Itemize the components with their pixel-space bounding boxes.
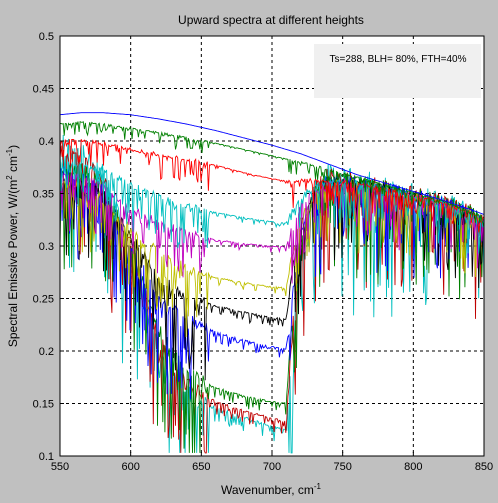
y-tick-label: 0.15 xyxy=(33,399,54,411)
y-axis-label-main: Spectral Emissive Power, W/(m xyxy=(6,180,20,347)
annotation-box xyxy=(314,44,481,98)
x-axis-label-sup: -1 xyxy=(314,482,322,491)
x-axis-label-text: Wavenumber, cm xyxy=(221,483,314,497)
y-axis-label: Spectral Emissive Power, W/(m2 cm-1) xyxy=(5,145,20,347)
series-line-10 xyxy=(60,121,484,228)
series-line-11 xyxy=(60,112,484,215)
y-tick-label: 0.2 xyxy=(39,346,54,358)
axis-ticks: 550 600 650 700 750 800 850 0.1 0.15 0.2 0.25 0.3 0.… xyxy=(33,31,494,473)
series-line-4 xyxy=(60,166,484,400)
y-axis-label-sup1: 2 xyxy=(5,175,14,180)
annotation-text: Ts=288, BLH= 80%, FTH=40% xyxy=(329,54,466,65)
x-tick-label: 700 xyxy=(263,461,281,473)
y-tick-label: 0.25 xyxy=(33,294,54,306)
x-tick-label: 600 xyxy=(121,461,139,473)
series-layer xyxy=(60,112,484,454)
y-tick-label: 0.3 xyxy=(39,241,54,253)
y-tick-label: 0.5 xyxy=(39,31,54,43)
y-axis-label-end: ) xyxy=(6,145,20,149)
y-tick-label: 0.1 xyxy=(39,451,54,463)
x-tick-label: 850 xyxy=(475,461,493,473)
y-tick-label: 0.45 xyxy=(33,84,54,96)
x-tick-label: 650 xyxy=(192,461,210,473)
x-tick-label: 750 xyxy=(333,461,351,473)
y-tick-label: 0.35 xyxy=(33,189,54,201)
x-tick-label: 800 xyxy=(404,461,422,473)
series-line-9 xyxy=(60,139,484,233)
y-tick-label: 0.4 xyxy=(39,136,54,148)
chart-title: Upward spectra at different heights xyxy=(178,13,364,27)
x-axis-label: Wavenumber, cm-1 xyxy=(221,482,322,497)
y-axis-label-sup2: -1 xyxy=(5,148,14,156)
y-axis-label-mid: cm xyxy=(6,156,20,175)
x-tick-label: 550 xyxy=(51,461,69,473)
